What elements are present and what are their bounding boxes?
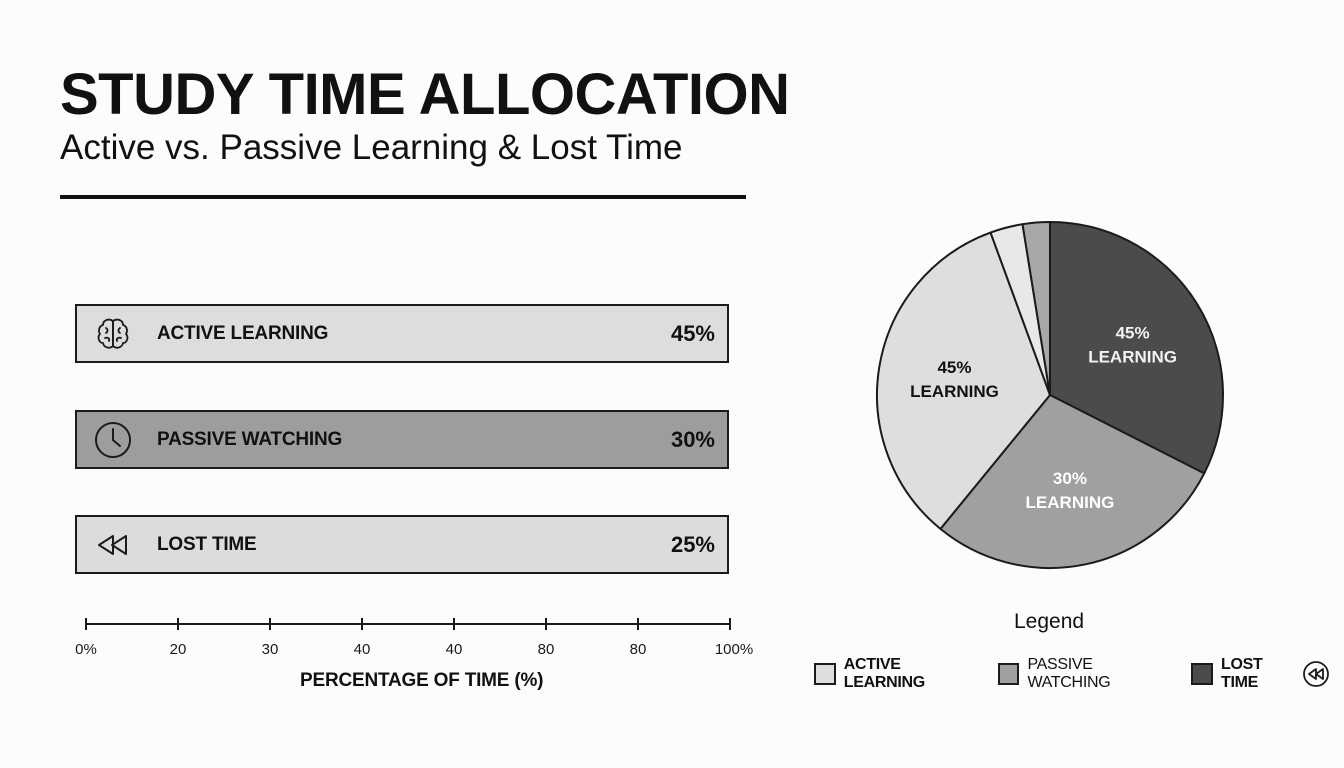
x-tick-label: 40 (354, 641, 371, 658)
legend-item-active-learning: ACTIVE LEARNING (814, 656, 984, 692)
chart-title: STUDY TIME ALLOCATION (60, 62, 790, 127)
legend-swatch (997, 663, 1020, 685)
bar-value-label: 45% (670, 320, 715, 346)
bar-passive-watching: PASSIVE WATCHING 30% (75, 410, 729, 469)
bar-label: LOST TIME (157, 533, 257, 555)
x-axis-title: PERCENTAGE OF TIME (%) (300, 670, 544, 691)
x-tick-label: 40 (446, 641, 463, 658)
legend-label: PASSIVE WATCHING (1027, 656, 1111, 691)
brain-icon (93, 314, 133, 354)
bar-active-learning: ACTIVE LEARNING 45% (75, 304, 729, 363)
pie-slice (1049, 221, 1224, 475)
x-tick-label: 0% (75, 641, 97, 658)
legend-label: ACTIVE LEARNING (843, 656, 925, 691)
rewind-icon (1302, 660, 1330, 688)
pie-slice (1021, 221, 1051, 396)
pie-slice-label: 45% LEARNING (910, 358, 999, 401)
pie-slice (939, 394, 1206, 569)
pie-slice-label: 30% LEARNING (1026, 469, 1115, 512)
clock-icon (93, 420, 133, 460)
x-tick-label: 20 (170, 641, 187, 658)
x-tick-label: 80 (538, 641, 555, 658)
title-divider (60, 195, 746, 199)
legend-swatch (1191, 663, 1214, 685)
bar-label: ACTIVE LEARNING (157, 322, 329, 344)
legend-item-lost-time: LOST TIME (1191, 656, 1330, 692)
bar-lost-time: LOST TIME 25% (75, 515, 729, 574)
legend: ACTIVE LEARNING PASSIVE WATCHING LOST TI… (814, 656, 1344, 691)
bar-label: PASSIVE WATCHING (157, 428, 343, 450)
legend-swatch (814, 663, 836, 685)
legend-title: Legend (1014, 610, 1085, 633)
x-axis: 0% 20 30 40 40 80 80 100% (75, 618, 753, 658)
bar-value-label: 30% (670, 426, 715, 452)
pie-slice (876, 231, 1051, 530)
x-tick-label: 30 (262, 641, 279, 658)
chart-subtitle: Active vs. Passive Learning & Lost Time (60, 128, 683, 167)
bar-value-label: 25% (670, 531, 715, 557)
rewind-icon (93, 525, 133, 565)
x-tick-label: 80 (630, 641, 647, 658)
pie-slice-label: 45% LEARNING (1088, 323, 1177, 366)
pie-chart: 45% LEARNING 30% LEARNING 45% LEARNING (876, 221, 1224, 569)
x-tick-label: 100% (715, 641, 753, 658)
legend-item-passive-watching: PASSIVE WATCHING (997, 656, 1178, 692)
legend-label: LOST TIME (1221, 656, 1263, 691)
